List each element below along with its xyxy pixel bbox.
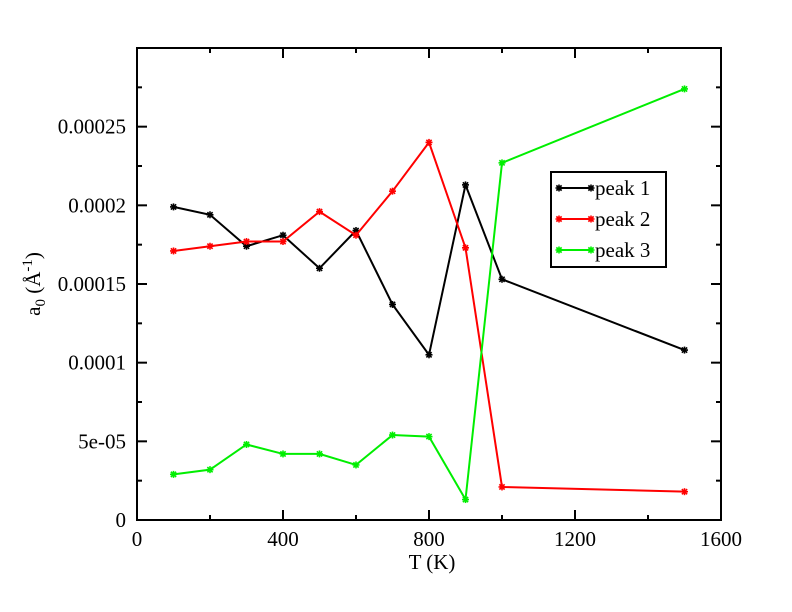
data-point bbox=[316, 208, 323, 216]
data-point bbox=[498, 275, 506, 283]
data-point bbox=[316, 264, 323, 272]
series-2 bbox=[170, 138, 688, 496]
legend-marker bbox=[555, 184, 563, 192]
legend-item: peak 3 bbox=[555, 238, 650, 262]
y-tick-label: 5e-05 bbox=[78, 429, 126, 453]
data-point bbox=[498, 483, 506, 491]
legend-item: peak 2 bbox=[555, 207, 650, 231]
x-axis-title: T (K) bbox=[409, 550, 456, 574]
x-tick-label: 0 bbox=[132, 527, 143, 551]
data-point bbox=[243, 440, 250, 448]
y-axis-title-sub: 0 bbox=[33, 299, 49, 307]
data-point bbox=[681, 346, 688, 354]
data-point bbox=[681, 488, 688, 496]
legend-marker bbox=[555, 246, 563, 254]
data-point bbox=[425, 433, 433, 441]
legend-label: peak 3 bbox=[595, 238, 650, 262]
minor-ticks bbox=[137, 48, 721, 520]
svg-text:a0 (Å-1): a0 (Å-1) bbox=[20, 252, 49, 316]
y-axis-title-unit: Å bbox=[21, 271, 45, 287]
y-tick-label: 0.00015 bbox=[58, 272, 126, 296]
series-1 bbox=[170, 181, 688, 359]
x-tick-labels: 0 400 800 1200 1600 bbox=[132, 527, 742, 551]
y-axis-title-open: ( bbox=[21, 287, 45, 294]
data-point bbox=[425, 351, 433, 359]
y-axis-title: a0 (Å-1) bbox=[20, 252, 49, 316]
data-point bbox=[425, 138, 433, 146]
x-tick-label: 400 bbox=[267, 527, 299, 551]
data-point bbox=[389, 431, 396, 439]
legend-marker bbox=[587, 215, 595, 223]
data-point bbox=[279, 231, 287, 239]
data-point bbox=[170, 470, 177, 478]
y-axis-title-close: ) bbox=[21, 252, 45, 259]
legend-marker bbox=[587, 184, 595, 192]
data-point bbox=[206, 242, 214, 250]
data-point bbox=[206, 211, 214, 219]
legend-items: peak 1 peak 2 peak 3 bbox=[555, 176, 650, 262]
legend-item: peak 1 bbox=[555, 176, 650, 200]
data-point bbox=[389, 187, 396, 195]
legend-label: peak 2 bbox=[595, 207, 650, 231]
series-3 bbox=[170, 85, 688, 504]
plot-frame bbox=[136, 47, 722, 521]
x-tick-label: 1600 bbox=[700, 527, 742, 551]
y-tick-label: 0.00025 bbox=[58, 115, 126, 139]
data-point bbox=[316, 450, 323, 458]
y-axis-title-base: a bbox=[21, 306, 45, 316]
legend-marker bbox=[587, 246, 595, 254]
data-point bbox=[279, 238, 287, 246]
y-axis-title-sup: -1 bbox=[20, 259, 36, 272]
y-tick-label: 0.0002 bbox=[68, 193, 126, 217]
data-point bbox=[462, 496, 469, 504]
y-tick-label: 0 bbox=[116, 508, 127, 532]
data-point bbox=[170, 247, 177, 255]
data-point bbox=[206, 466, 214, 474]
data-point bbox=[498, 159, 506, 167]
y-tick-labels: 0 5e-05 0.0001 0.00015 0.0002 0.00025 bbox=[58, 115, 126, 532]
legend-marker bbox=[555, 215, 563, 223]
major-ticks bbox=[136, 48, 722, 521]
data-point bbox=[462, 181, 469, 189]
data-point bbox=[462, 244, 469, 252]
series-layer bbox=[170, 85, 688, 504]
legend: peak 1 peak 2 peak 3 bbox=[550, 171, 667, 268]
data-point bbox=[243, 238, 250, 246]
data-point bbox=[279, 450, 287, 458]
x-tick-label: 800 bbox=[413, 527, 445, 551]
data-point bbox=[352, 461, 360, 469]
data-point bbox=[352, 231, 360, 239]
x-tick-label: 1200 bbox=[554, 527, 596, 551]
data-point bbox=[681, 85, 688, 93]
legend-label: peak 1 bbox=[595, 176, 650, 200]
data-point bbox=[389, 300, 396, 308]
y-tick-label: 0.0001 bbox=[68, 351, 126, 375]
data-point bbox=[170, 203, 177, 211]
